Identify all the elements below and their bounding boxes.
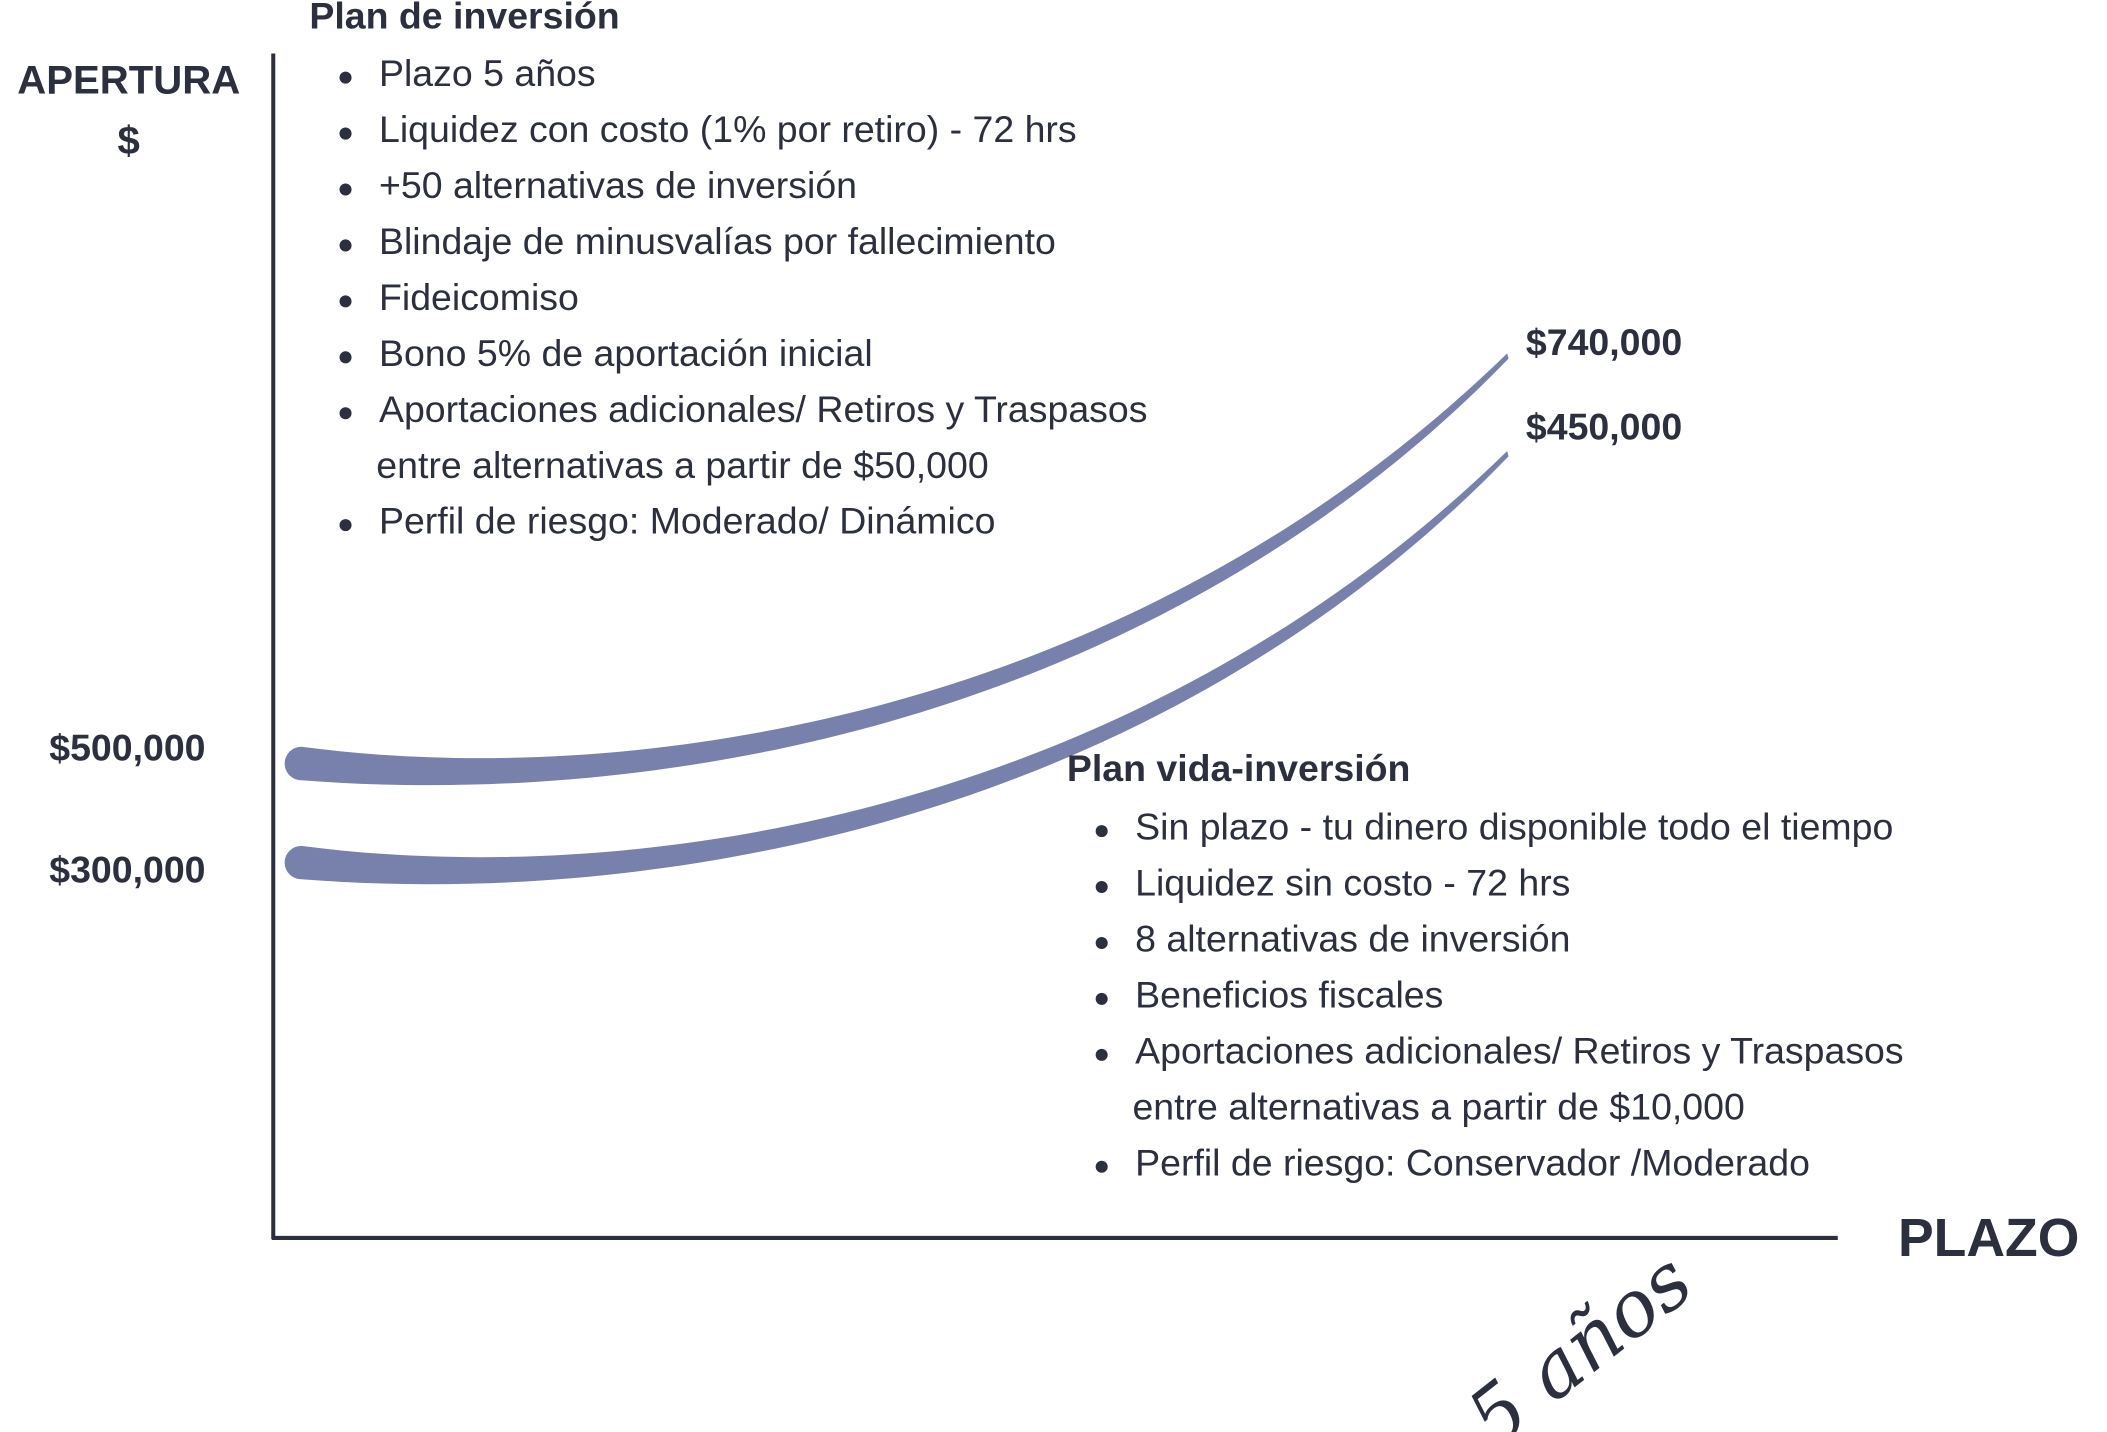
plan-item: Perfil de riesgo: Conservador /Moderado	[1135, 1141, 1810, 1183]
plan-item: Liquidez con costo (1% por retiro) - 72 …	[379, 108, 1077, 150]
plan-item: entre alternativas a partir de $50,000	[376, 444, 988, 486]
start-label: $300,000	[49, 848, 205, 890]
bullet	[339, 519, 352, 532]
bullet	[1095, 992, 1108, 1005]
plan-item: Aportaciones adicionales/ Retiros y Tras…	[379, 388, 1147, 430]
bullet	[1095, 1048, 1108, 1061]
bullet	[339, 127, 352, 140]
y-axis-label: APERTURA	[17, 58, 240, 103]
plan-item: Bono 5% de aportación inicial	[379, 332, 873, 374]
plan-item: Fideicomiso	[379, 276, 579, 318]
bullet	[1095, 881, 1108, 894]
plan-title: Plan de inversión	[309, 0, 619, 37]
x-axis-note: 5 años	[1451, 1236, 1709, 1432]
bullet	[1095, 825, 1108, 838]
bullet	[339, 239, 352, 252]
plan-item: Blindaje de minusvalías por fallecimient…	[379, 220, 1056, 262]
bullet	[1095, 1160, 1108, 1173]
plan-title: Plan vida-inversión	[1067, 747, 1411, 789]
y-axis-unit: $	[118, 118, 140, 163]
start-label: $500,000	[49, 727, 205, 769]
plan-item: Sin plazo - tu dinero disponible todo el…	[1135, 806, 1893, 848]
plan-item: Aportaciones adicionales/ Retiros y Tras…	[1135, 1029, 1904, 1071]
plan-item: entre alternativas a partir de $10,000	[1132, 1085, 1744, 1127]
bullet	[339, 295, 352, 308]
x-axis-label: PLAZO	[1898, 1209, 2079, 1268]
plan-item: 8 alternativas de inversión	[1135, 918, 1570, 960]
plan-item: Perfil de riesgo: Moderado/ Dinámico	[379, 500, 995, 542]
bullet	[339, 71, 352, 84]
plan-item: Plazo 5 años	[379, 52, 596, 94]
bullet	[339, 183, 352, 196]
end-label: $740,000	[1526, 321, 1682, 363]
plan-item: Beneficios fiscales	[1135, 973, 1443, 1015]
bullet	[339, 407, 352, 420]
bullet	[1095, 936, 1108, 950]
plan-item: +50 alternativas de inversión	[379, 164, 857, 206]
bullet	[339, 351, 352, 364]
end-label: $450,000	[1526, 405, 1682, 447]
plan-item: Liquidez sin costo - 72 hrs	[1135, 862, 1570, 904]
